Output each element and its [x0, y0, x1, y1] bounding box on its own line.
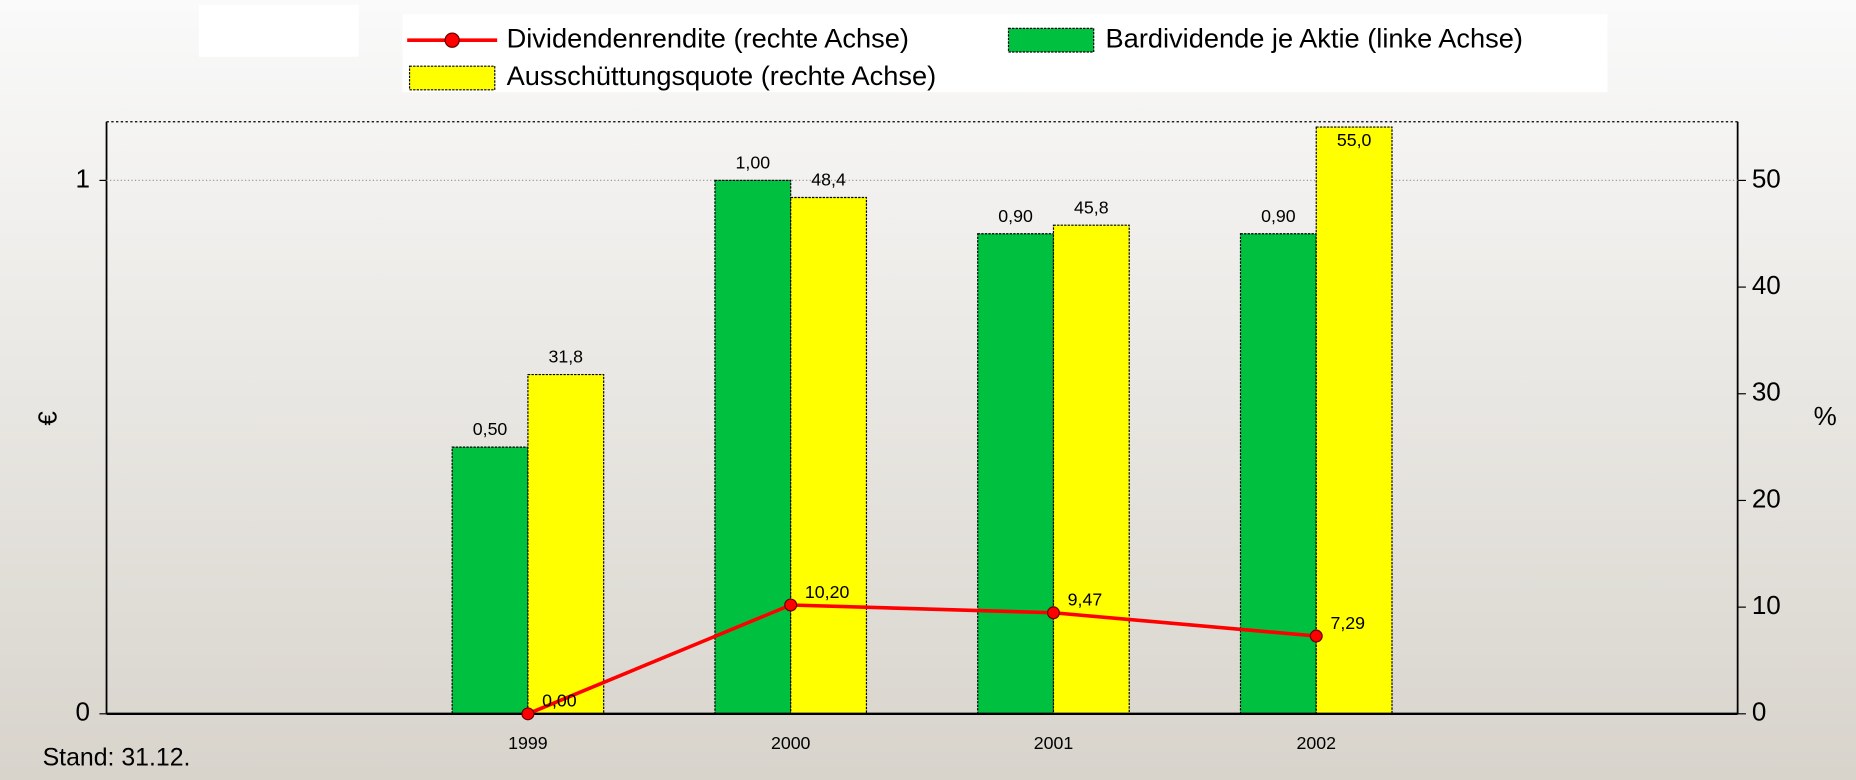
data-label: 55,0: [1337, 130, 1372, 150]
blank-box: [198, 4, 359, 57]
y2-tick-label: 0: [1752, 697, 1766, 727]
marker: [784, 598, 798, 612]
data-label: 9,47: [1068, 590, 1103, 610]
data-label: 0,50: [473, 419, 508, 439]
data-label: 0,90: [998, 206, 1033, 226]
x-tick-label: 2001: [1034, 733, 1073, 753]
bar: [714, 179, 792, 715]
y2-tick-label: 20: [1752, 483, 1781, 513]
y2-axis-label: %: [1814, 401, 1837, 431]
y-axis-label: €: [33, 411, 63, 426]
legend-label: Ausschüttungsquote (rechte Achse): [507, 60, 937, 91]
bar: [1052, 224, 1130, 715]
bar: [451, 446, 529, 715]
data-label: 1,00: [736, 153, 771, 173]
data-label: 45,8: [1074, 197, 1109, 217]
y2-tick-label: 50: [1752, 163, 1781, 193]
y-tick-label: 0: [75, 697, 89, 727]
bar: [527, 373, 605, 715]
marker: [521, 707, 535, 721]
bar: [977, 233, 1055, 715]
legend-swatch: [408, 65, 496, 91]
x-tick-label: 2000: [771, 733, 811, 753]
legend-label: Dividendenrendite (rechte Achse): [507, 22, 909, 53]
bar: [1315, 126, 1393, 715]
data-label: 0,90: [1261, 206, 1296, 226]
y2-tick-label: 40: [1752, 270, 1781, 300]
x-tick-label: 1999: [508, 733, 548, 753]
y-tick-label: 1: [75, 163, 89, 193]
line: [527, 603, 1317, 716]
legend-marker: [444, 32, 460, 48]
bar: [1239, 233, 1317, 715]
data-label: 0,00: [542, 691, 577, 711]
data-label: 31,8: [549, 347, 584, 367]
y2-tick-label: 30: [1752, 377, 1781, 407]
note: Stand: 31.12.: [43, 744, 191, 771]
marker: [1046, 606, 1060, 620]
legend: [402, 14, 1608, 93]
data-label: 48,4: [811, 170, 846, 190]
data-label: 7,29: [1330, 613, 1365, 633]
legend-label: Bardividende je Aktie (linke Achse): [1106, 22, 1523, 53]
marker: [1309, 629, 1323, 643]
legend-swatch: [1007, 27, 1095, 53]
x-tick-label: 2002: [1297, 733, 1336, 753]
bar: [790, 196, 868, 715]
y2-tick-label: 10: [1752, 590, 1781, 620]
data-label: 10,20: [805, 582, 850, 602]
